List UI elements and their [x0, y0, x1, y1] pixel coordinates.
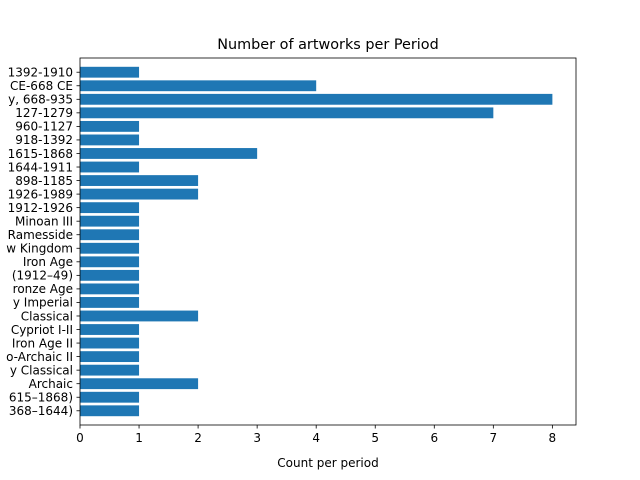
- y-tick-label: 960-1127: [15, 120, 73, 134]
- bar: [80, 391, 140, 403]
- y-tick-label: 1912-1926: [8, 201, 73, 215]
- y-tick-label: y Classical: [10, 363, 73, 377]
- x-tick-label: 4: [312, 431, 320, 445]
- y-tick-label: 615–1868): [9, 391, 73, 405]
- plot-frame: [79, 57, 577, 426]
- x-tick-label: 7: [490, 431, 498, 445]
- x-tick-label: 2: [194, 431, 202, 445]
- bar: [80, 337, 140, 349]
- y-tick-label: 918-1392: [15, 133, 73, 147]
- y-tick-label: o-Archaic II: [6, 350, 73, 364]
- x-tick-label: 1: [135, 431, 143, 445]
- y-tick-label: 1615-1868: [8, 147, 73, 161]
- x-tick-label: 8: [549, 431, 557, 445]
- y-tick-label: 1926-1989: [8, 187, 73, 201]
- y-tick-label: Ramesside: [8, 228, 73, 242]
- x-tick-label: 3: [253, 431, 261, 445]
- bar: [80, 378, 199, 390]
- bar: [80, 229, 140, 241]
- bar: [80, 161, 140, 173]
- y-tick-label: Iron Age: [23, 255, 73, 269]
- bar: [80, 283, 140, 295]
- chart-title: Number of artworks per Period: [217, 37, 438, 53]
- x-axis-label: Count per period: [277, 456, 378, 470]
- x-tick-label: 6: [430, 431, 438, 445]
- bar: [80, 297, 140, 308]
- y-tick-label: ronze Age: [13, 282, 73, 296]
- x-tick-label: 5: [371, 431, 379, 445]
- bar: [80, 324, 140, 335]
- bar: [80, 256, 140, 268]
- bar: [80, 351, 140, 363]
- bar: [80, 202, 140, 214]
- bars-group: [80, 66, 553, 417]
- y-tick-label: Minoan III: [15, 214, 73, 228]
- bar: [80, 364, 140, 376]
- y-tick-label: 898-1185: [15, 174, 73, 188]
- y-tick-label: (1912–49): [12, 269, 73, 283]
- bar: [80, 405, 140, 417]
- y-tick-label: 1644-1911: [8, 160, 73, 174]
- bar: [80, 310, 199, 322]
- y-tick-label: Archaic: [29, 377, 73, 391]
- bar: [80, 120, 140, 132]
- y-tick-label: Iron Age II: [12, 336, 73, 350]
- y-tick-label: Classical: [21, 309, 73, 323]
- bar: [80, 93, 553, 105]
- y-tick-label: 1392-1910: [8, 66, 73, 80]
- x-tick-label: 0: [76, 431, 84, 445]
- bar: [80, 80, 317, 92]
- y-tick-label: Cypriot I-II: [11, 323, 73, 337]
- bar: [80, 188, 199, 200]
- y-tick-label: y Imperial: [13, 296, 73, 310]
- bar: [80, 134, 140, 146]
- bar: [80, 269, 140, 281]
- bar: [80, 148, 258, 159]
- y-tick-label: w Kingdom: [6, 242, 73, 256]
- bar: [80, 175, 199, 186]
- y-tick-label: y, 668-935: [8, 93, 73, 107]
- bar: [80, 215, 140, 227]
- bar: [80, 66, 140, 78]
- bar: [80, 242, 140, 254]
- y-tick-label: 127-1279: [15, 106, 73, 120]
- y-tick-label: CE-668 CE: [10, 79, 73, 93]
- bar: [80, 107, 494, 119]
- x-axis-ticks: 0 1 2 3 4 5 6 7 8: [76, 425, 556, 445]
- y-tick-label: 368–1644): [9, 404, 73, 418]
